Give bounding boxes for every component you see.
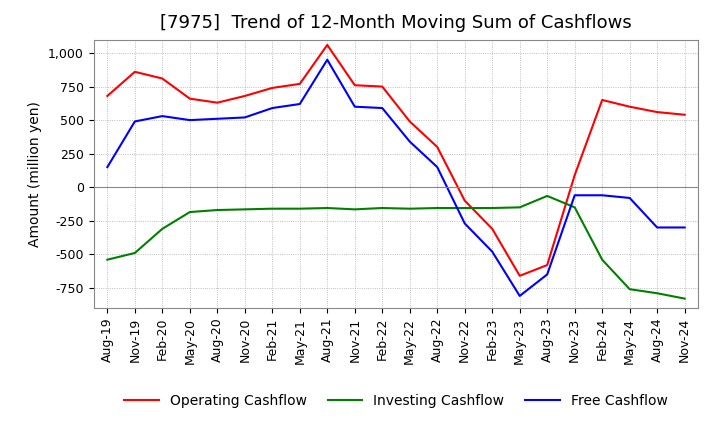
Free Cashflow bbox=[213, 116, 222, 121]
Operating Cashflow bbox=[433, 144, 441, 150]
Free Cashflow bbox=[433, 165, 441, 170]
Investing Cashflow bbox=[323, 205, 332, 211]
Investing Cashflow bbox=[626, 286, 634, 292]
Operating Cashflow bbox=[680, 112, 689, 117]
Investing Cashflow bbox=[405, 206, 414, 211]
Free Cashflow bbox=[488, 249, 497, 254]
Line: Investing Cashflow: Investing Cashflow bbox=[107, 196, 685, 299]
Investing Cashflow bbox=[130, 250, 139, 256]
Investing Cashflow bbox=[158, 226, 166, 231]
Operating Cashflow bbox=[213, 100, 222, 105]
Investing Cashflow bbox=[680, 296, 689, 301]
Investing Cashflow bbox=[351, 207, 359, 212]
Free Cashflow bbox=[295, 101, 304, 106]
Investing Cashflow bbox=[186, 209, 194, 215]
Operating Cashflow bbox=[103, 93, 112, 99]
Investing Cashflow bbox=[213, 207, 222, 213]
Investing Cashflow bbox=[433, 205, 441, 211]
Free Cashflow bbox=[570, 193, 579, 198]
Free Cashflow bbox=[460, 221, 469, 226]
Line: Free Cashflow: Free Cashflow bbox=[107, 60, 685, 296]
Free Cashflow bbox=[543, 272, 552, 277]
Operating Cashflow bbox=[240, 93, 249, 99]
Investing Cashflow bbox=[516, 205, 524, 210]
Operating Cashflow bbox=[570, 172, 579, 178]
Free Cashflow bbox=[186, 117, 194, 123]
Legend: Operating Cashflow, Investing Cashflow, Free Cashflow: Operating Cashflow, Investing Cashflow, … bbox=[118, 389, 674, 414]
Operating Cashflow bbox=[405, 119, 414, 124]
Operating Cashflow bbox=[626, 104, 634, 109]
Investing Cashflow bbox=[598, 257, 606, 262]
Free Cashflow bbox=[653, 225, 662, 230]
Operating Cashflow bbox=[158, 76, 166, 81]
Free Cashflow bbox=[130, 119, 139, 124]
Y-axis label: Amount (million yen): Amount (million yen) bbox=[29, 101, 42, 247]
Line: Operating Cashflow: Operating Cashflow bbox=[107, 45, 685, 276]
Operating Cashflow bbox=[323, 42, 332, 48]
Investing Cashflow bbox=[268, 206, 276, 211]
Operating Cashflow bbox=[351, 83, 359, 88]
Operating Cashflow bbox=[268, 85, 276, 91]
Investing Cashflow bbox=[295, 206, 304, 211]
Operating Cashflow bbox=[295, 81, 304, 87]
Free Cashflow bbox=[323, 57, 332, 62]
Investing Cashflow bbox=[488, 205, 497, 211]
Operating Cashflow bbox=[130, 69, 139, 74]
Free Cashflow bbox=[268, 106, 276, 111]
Free Cashflow bbox=[680, 225, 689, 230]
Investing Cashflow bbox=[543, 193, 552, 198]
Investing Cashflow bbox=[240, 207, 249, 212]
Free Cashflow bbox=[158, 114, 166, 119]
Free Cashflow bbox=[626, 195, 634, 201]
Free Cashflow bbox=[240, 115, 249, 120]
Operating Cashflow bbox=[488, 226, 497, 231]
Free Cashflow bbox=[351, 104, 359, 109]
Investing Cashflow bbox=[460, 205, 469, 211]
Operating Cashflow bbox=[516, 273, 524, 279]
Operating Cashflow bbox=[186, 96, 194, 101]
Operating Cashflow bbox=[378, 84, 387, 89]
Title: [7975]  Trend of 12-Month Moving Sum of Cashflows: [7975] Trend of 12-Month Moving Sum of C… bbox=[160, 15, 632, 33]
Operating Cashflow bbox=[598, 97, 606, 103]
Investing Cashflow bbox=[570, 205, 579, 210]
Free Cashflow bbox=[516, 293, 524, 299]
Free Cashflow bbox=[598, 193, 606, 198]
Investing Cashflow bbox=[378, 205, 387, 211]
Free Cashflow bbox=[405, 139, 414, 144]
Investing Cashflow bbox=[103, 257, 112, 262]
Free Cashflow bbox=[103, 165, 112, 170]
Operating Cashflow bbox=[460, 198, 469, 203]
Investing Cashflow bbox=[653, 290, 662, 296]
Free Cashflow bbox=[378, 106, 387, 111]
Operating Cashflow bbox=[653, 110, 662, 115]
Operating Cashflow bbox=[543, 262, 552, 268]
